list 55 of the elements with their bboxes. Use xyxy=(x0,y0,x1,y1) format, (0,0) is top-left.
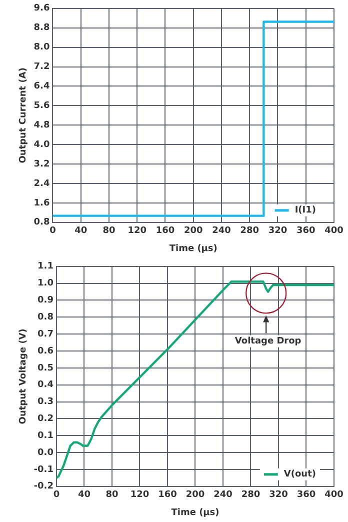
x-tick-label: 360 xyxy=(296,226,316,236)
x-tick-label: 40 xyxy=(78,490,90,500)
x-tick-label: 240 xyxy=(212,226,231,236)
y-tick-label: 0.0 xyxy=(38,448,54,458)
x-tick-label: 200 xyxy=(184,226,203,236)
y-tick-label: 9.6 xyxy=(34,4,50,14)
y-tick-label: 5.6 xyxy=(34,101,50,112)
x-tick-label: 120 xyxy=(128,226,147,236)
legend-label: I(I1) xyxy=(294,206,316,216)
y-tick-label: 1.6 xyxy=(34,198,50,208)
x-tick-label: 400 xyxy=(324,490,344,500)
y-tick-label: 0.1 xyxy=(38,430,54,441)
y-tick-label: 0.6 xyxy=(38,346,54,356)
y-tick-label: 4.0 xyxy=(34,140,50,150)
y-tick-label: -0.1 xyxy=(34,464,54,475)
x-tick-label: 320 xyxy=(269,490,288,500)
y-tick-label: -0.2 xyxy=(34,482,54,492)
y-tick-label: 7.2 xyxy=(34,62,50,72)
y-tick-label: 0.8 xyxy=(34,218,50,228)
x-tick-label: 280 xyxy=(241,490,260,500)
y-tick-label: 0.9 xyxy=(38,296,54,306)
annotation: Voltage Drop xyxy=(234,336,302,347)
x-tick-label: 160 xyxy=(158,490,177,500)
y-tick-label: 1.0 xyxy=(38,278,54,289)
y-tick-label: 4.8 xyxy=(34,120,50,130)
x-tick-label: 400 xyxy=(324,226,344,236)
x-tick-label: 80 xyxy=(102,226,116,236)
x-tick-label: 200 xyxy=(186,490,205,500)
y-tick-label: 8.8 xyxy=(34,23,50,34)
y-axis-title: Output Voltage (V) xyxy=(18,328,29,424)
x-tick-label: 120 xyxy=(130,490,150,500)
y-tick-label: 0.7 xyxy=(38,329,54,340)
x-tick-label: 280 xyxy=(240,226,260,236)
x-tick-label: 240 xyxy=(214,490,232,500)
y-tick-label: 6.4 xyxy=(34,82,50,92)
x-tick-label: 0 xyxy=(53,490,60,500)
y-tick-label: 0.2 xyxy=(38,414,54,424)
y-tick-label: 0.3 xyxy=(38,397,54,408)
x-tick-label: 0 xyxy=(50,226,56,236)
y-tick-label: 3.2 xyxy=(34,159,50,170)
y-axis-title: Output Current (A) xyxy=(18,68,29,164)
x-axis-title: Time (µs) xyxy=(169,244,218,254)
x-tick-label: 360 xyxy=(296,490,316,500)
x-tick-label: 320 xyxy=(268,226,288,236)
y-tick-label: 8.0 xyxy=(34,42,50,53)
y-tick-label: 1.1 xyxy=(38,262,54,272)
y-tick-label: 0.8 xyxy=(38,312,54,323)
x-tick-label: 80 xyxy=(106,490,118,500)
x-axis-title: Time (µs) xyxy=(171,508,220,518)
legend-label: V(out) xyxy=(284,470,316,480)
y-tick-label: 0.4 xyxy=(38,380,54,390)
x-tick-label: 40 xyxy=(74,226,88,236)
y-tick-label: 0.5 xyxy=(38,363,54,374)
x-tick-label: 160 xyxy=(156,226,175,236)
y-tick-label: 2.4 xyxy=(34,178,50,189)
